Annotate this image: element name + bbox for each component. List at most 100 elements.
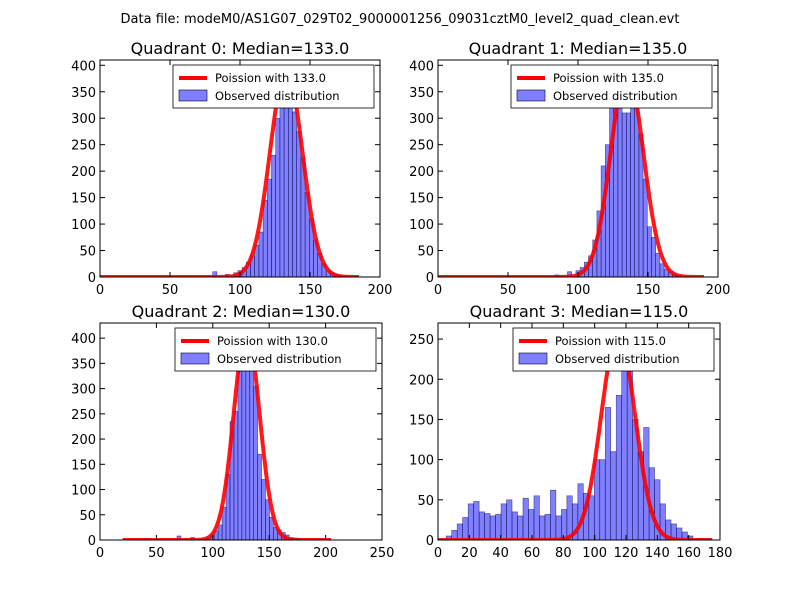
legend-label-observed: Observed distribution xyxy=(553,89,678,103)
y-tick-label: 150 xyxy=(71,192,96,207)
legend-bar-swatch xyxy=(178,89,208,102)
histogram-bar xyxy=(517,515,524,540)
histogram-bar xyxy=(604,407,612,540)
legend-bar-swatch xyxy=(180,352,210,365)
histogram-bar xyxy=(561,509,568,540)
legend-label-fit: Poission with 135.0 xyxy=(553,71,664,85)
x-tick-label: 200 xyxy=(706,283,731,298)
x-tick-label: 60 xyxy=(524,546,541,561)
histogram-bar xyxy=(257,453,262,540)
legend-label-fit: Poission with 115.0 xyxy=(555,334,666,348)
figure-suptitle: Data file: modeM0/AS1G07_029T02_90000012… xyxy=(121,12,680,27)
y-tick-label: 200 xyxy=(409,165,434,180)
histogram-bar xyxy=(539,515,546,540)
x-tick-label: 0 xyxy=(434,546,442,561)
y-tick-label: 50 xyxy=(79,245,96,260)
histogram-bar xyxy=(621,112,627,277)
histogram-bar xyxy=(506,499,513,540)
y-tick-label: 50 xyxy=(417,494,434,509)
legend-bar-swatch xyxy=(518,352,548,365)
panel-q0: 0 50 100 150 200 0 50 100 150 200 250 300 350 400 Quad… xyxy=(71,39,392,298)
y-tick-label: 400 xyxy=(71,59,96,74)
x-tick-label: 40 xyxy=(492,546,509,561)
y-tick-label: 350 xyxy=(409,86,434,101)
x-tick-label: 0 xyxy=(96,283,104,298)
poisson-fit-line xyxy=(438,330,714,540)
x-tick-label: 150 xyxy=(636,283,661,298)
x-tick-label: 200 xyxy=(368,283,393,298)
x-tick-label: 80 xyxy=(555,546,572,561)
histogram-bar xyxy=(544,513,551,540)
histogram-bar xyxy=(467,503,474,540)
x-tick-label: 50 xyxy=(500,283,517,298)
y-tick-label: 200 xyxy=(71,165,96,180)
x-tick-label: 100 xyxy=(200,546,225,561)
histogram-bar xyxy=(261,479,266,540)
histogram-bar xyxy=(625,112,631,277)
histogram-bar xyxy=(253,385,258,540)
legend-label-fit: Poission with 133.0 xyxy=(215,71,326,85)
panel-title: Quadrant 0: Median=133.0 xyxy=(131,39,350,58)
panel-title: Quadrant 1: Median=135.0 xyxy=(469,39,688,58)
axes-frame xyxy=(99,322,383,541)
y-tick-label: 100 xyxy=(71,484,96,499)
histogram-bar xyxy=(588,495,595,540)
x-tick-label: 50 xyxy=(162,283,179,298)
y-tick-label: 100 xyxy=(409,218,434,233)
x-tick-label: 100 xyxy=(566,283,591,298)
histogram-bar xyxy=(528,509,535,540)
y-tick-label: 200 xyxy=(71,433,96,448)
y-tick-label: 100 xyxy=(71,218,96,233)
plot-area xyxy=(438,330,714,540)
histogram-bar xyxy=(478,511,485,540)
legend-bar-swatch xyxy=(516,89,546,102)
y-tick-label: 150 xyxy=(71,458,96,473)
y-tick-label: 300 xyxy=(71,112,96,127)
legend-label-observed: Observed distribution xyxy=(217,352,342,366)
legend-label-observed: Observed distribution xyxy=(555,352,680,366)
histogram-bar xyxy=(500,503,507,540)
histogram-bar xyxy=(258,231,264,277)
y-tick-label: 300 xyxy=(71,383,96,398)
histogram-bar xyxy=(630,86,635,277)
histogram-bar xyxy=(456,523,463,540)
histogram-bar xyxy=(646,226,652,277)
histogram-bar xyxy=(292,111,297,277)
y-tick-label: 400 xyxy=(409,59,434,74)
y-tick-label: 300 xyxy=(409,112,434,127)
histogram-bar xyxy=(577,483,584,540)
histogram-bar xyxy=(265,499,270,540)
y-tick-label: 250 xyxy=(71,408,96,423)
y-tick-label: 0 xyxy=(426,534,434,549)
histogram-bar xyxy=(489,515,496,540)
histogram-bar xyxy=(511,511,518,540)
axes-frame xyxy=(437,322,721,541)
histogram-bar xyxy=(287,97,293,277)
y-tick-label: 150 xyxy=(409,413,434,428)
x-tick-label: 150 xyxy=(257,546,282,561)
panel-title: Quadrant 3: Median=115.0 xyxy=(470,302,689,321)
legend: Poission with 135.0 Observed distribution xyxy=(510,64,713,109)
histogram-bar xyxy=(233,411,239,540)
histogram-bar xyxy=(271,154,276,277)
x-tick-label: 120 xyxy=(614,546,639,561)
y-tick-label: 350 xyxy=(71,357,96,372)
legend: Poission with 130.0 Observed distribution xyxy=(174,327,377,372)
histogram-bar xyxy=(484,513,491,540)
y-tick-label: 50 xyxy=(417,245,434,260)
legend: Poission with 115.0 Observed distribution xyxy=(512,327,715,372)
x-tick-label: 250 xyxy=(370,546,395,561)
histogram-bar xyxy=(642,178,648,277)
y-tick-label: 150 xyxy=(409,192,434,207)
y-tick-label: 250 xyxy=(71,139,96,154)
panel-title: Quadrant 2: Median=130.0 xyxy=(132,302,351,321)
histogram-bar xyxy=(617,88,623,277)
x-tick-label: 200 xyxy=(313,546,338,561)
x-tick-label: 150 xyxy=(298,283,323,298)
panel-q2: 0 50 100 150 200 250 0 50 100 150 200 250 300 350 400 Q… xyxy=(71,302,394,561)
histogram-bar xyxy=(522,497,529,540)
histogram-bar xyxy=(659,263,665,277)
y-tick-label: 250 xyxy=(409,139,434,154)
x-tick-label: 160 xyxy=(676,546,701,561)
